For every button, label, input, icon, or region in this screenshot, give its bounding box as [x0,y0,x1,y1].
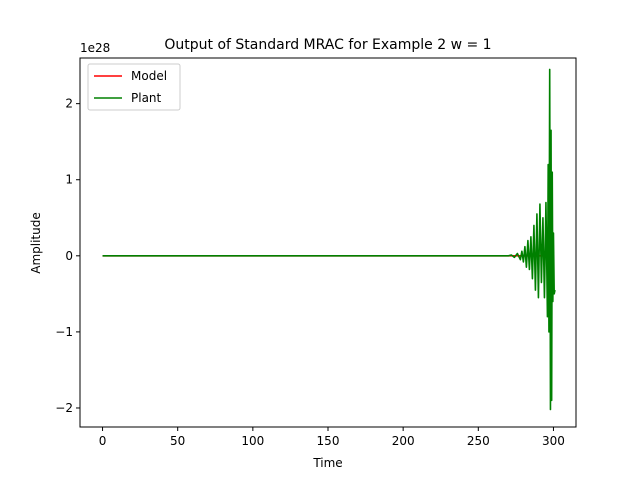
y-tick-label: −2 [55,401,73,415]
y-tick-label: 0 [65,249,73,263]
legend-label-plant: Plant [131,91,162,105]
y-tick-label: 2 [65,97,73,111]
y-offset-label: 1e28 [80,41,110,55]
y-tick-label: 1 [65,173,73,187]
x-tick-label: 0 [99,434,107,448]
x-tick-label: 300 [542,434,565,448]
axes-frame [79,57,577,428]
x-tick-label: 50 [170,434,185,448]
plot-area [102,68,556,411]
y-axis-ticks: −2 −1 0 1 2 [55,97,80,415]
series-line-plant [102,68,556,411]
x-axis-label: Time [312,456,342,470]
x-axis-ticks: 0 50 100 150 200 250 300 [99,427,565,448]
x-tick-label: 250 [467,434,490,448]
chart-title: Output of Standard MRAC for Example 2 w … [164,37,491,53]
x-tick-label: 150 [317,434,340,448]
y-axis-label: Amplitude [29,212,43,274]
x-tick-label: 200 [392,434,415,448]
x-tick-label: 100 [241,434,264,448]
y-tick-label: −1 [55,325,73,339]
legend-label-model: Model [131,69,167,83]
legend: Model Plant [87,63,181,111]
